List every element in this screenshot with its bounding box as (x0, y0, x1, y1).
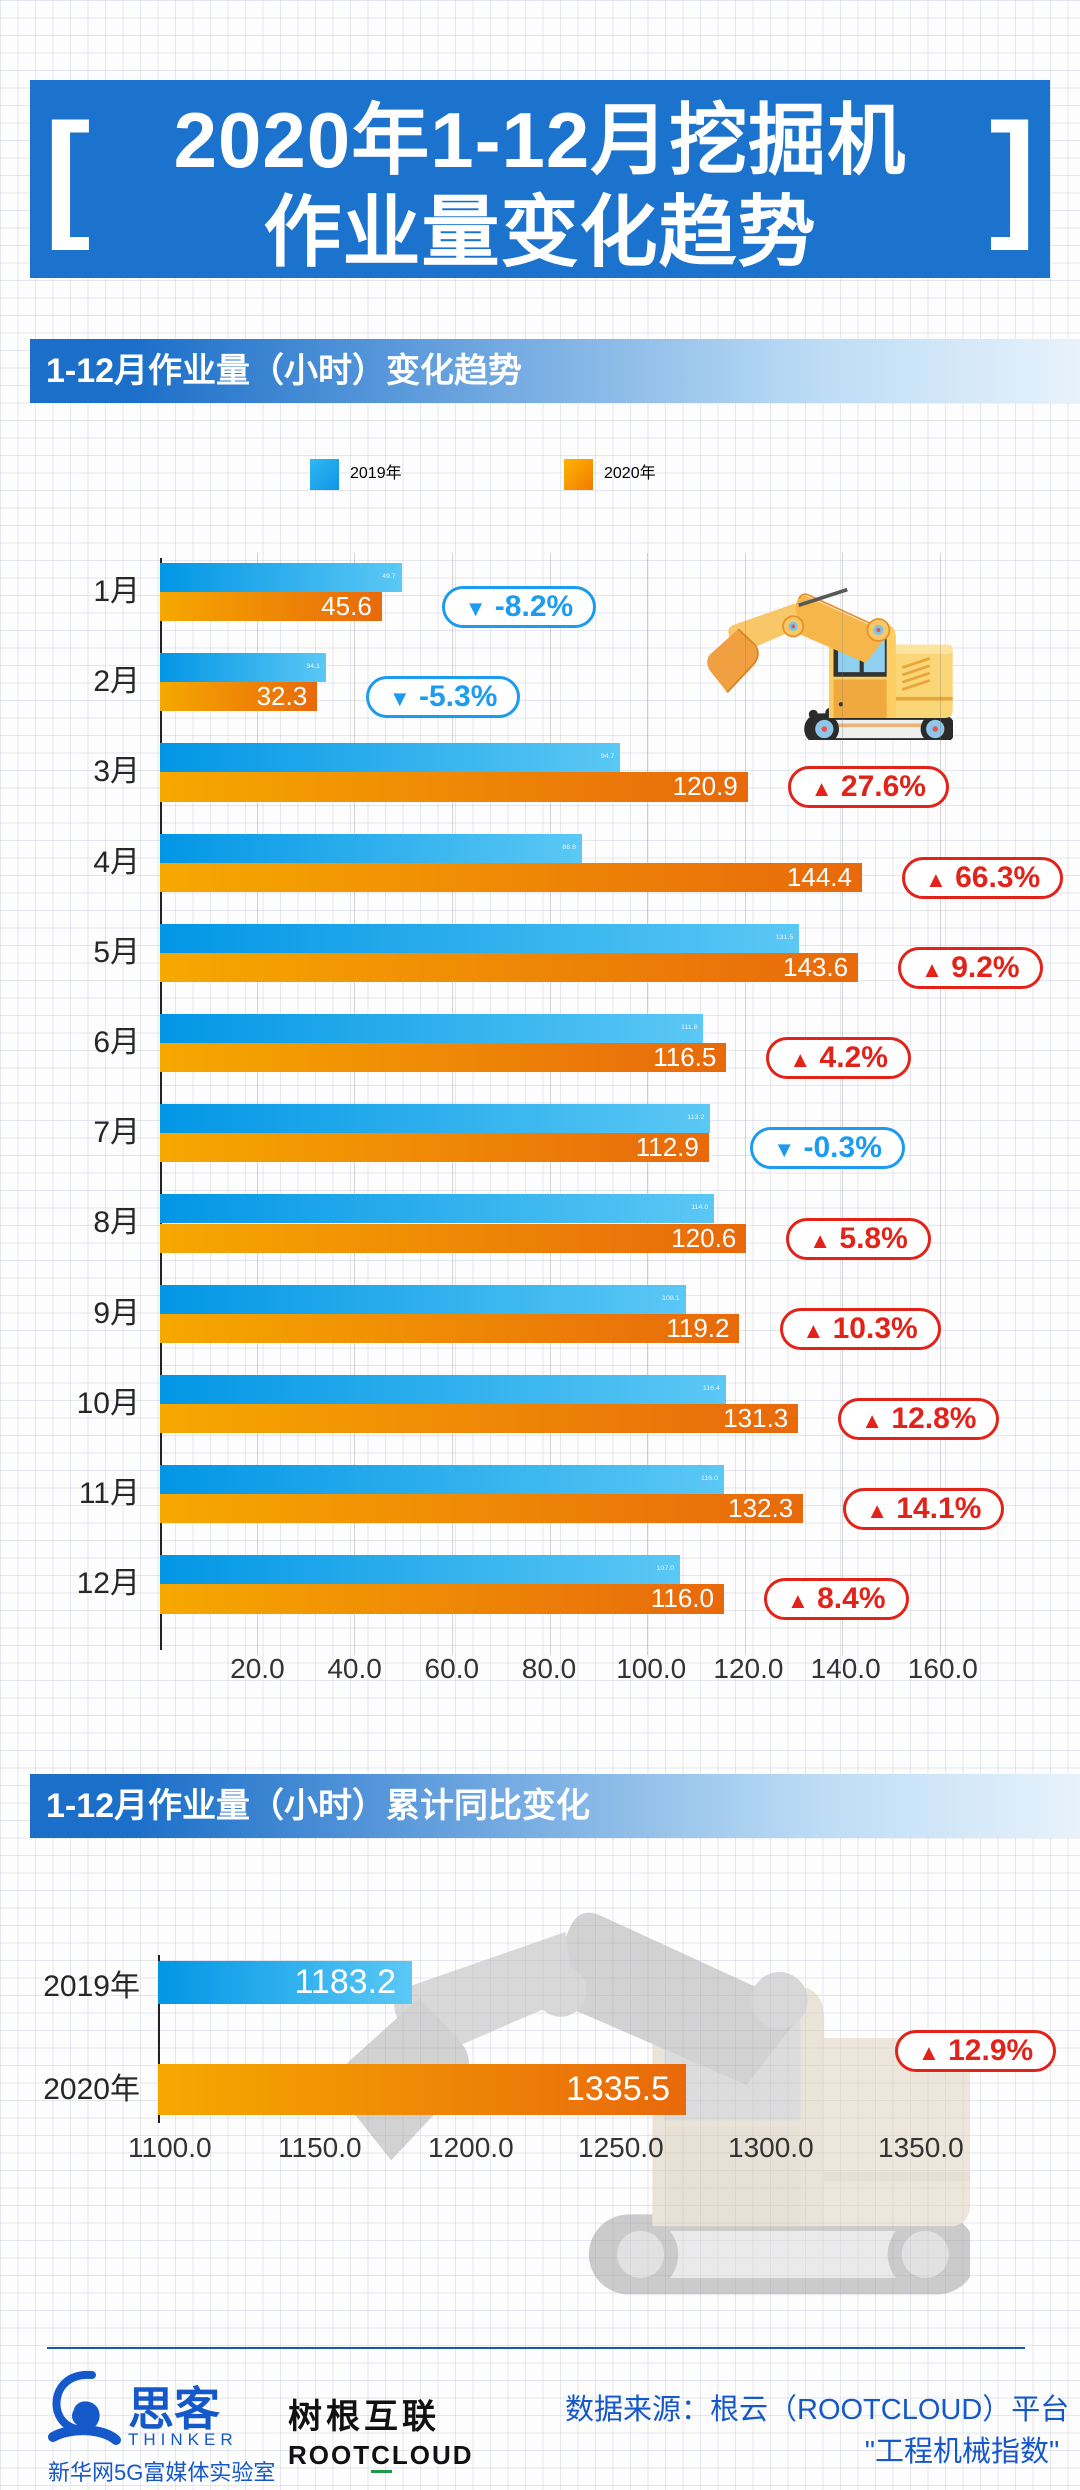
svg-text:思客: 思客 (128, 2383, 220, 2435)
svg-text:THINKER: THINKER (128, 2430, 238, 2449)
